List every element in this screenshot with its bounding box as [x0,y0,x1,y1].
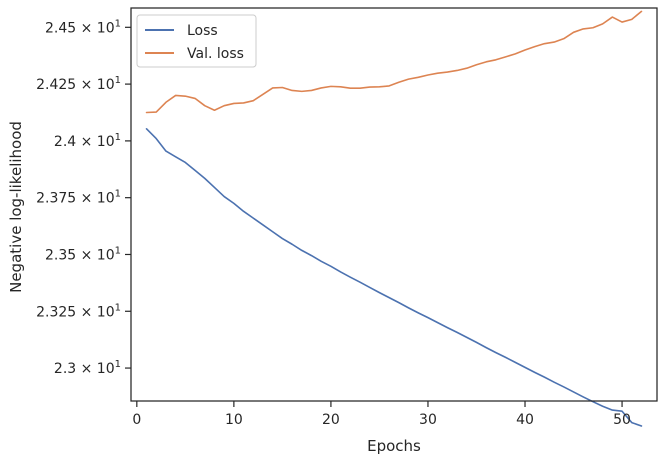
series-line-val-loss [145,10,643,114]
x-axis-label: Epochs [367,437,421,455]
y-tick-label: 2.375 × 101 [36,189,121,207]
plot-frame [130,7,658,402]
x-tick-label: 10 [225,412,243,428]
y-tick-label: 2.4 × 101 [54,132,121,150]
y-tick-label: 2.45 × 101 [45,18,121,36]
y-tick-label: 2.425 × 101 [36,75,121,93]
x-tick-label: 20 [322,412,340,428]
legend-label-loss: Loss [187,23,218,39]
y-axis: 2.3 × 101 2.325 × 101 2.35 × 101 2.375 × 10… [36,18,131,377]
x-tick-label: 0 [132,412,141,428]
y-tick-label: 2.35 × 101 [45,245,121,263]
x-axis: 0 10 20 30 40 50 [132,401,631,428]
y-tick-label: 2.3 × 101 [54,359,121,377]
y-axis-label: Negative log-likelihood [7,121,25,293]
legend-label-val-loss: Val. loss [187,46,244,62]
x-tick-label: 40 [516,412,534,428]
x-tick-label: 50 [613,412,631,428]
x-tick-label: 30 [419,412,437,428]
series-line-loss [145,128,643,427]
legend: Loss Val. loss [136,14,257,68]
y-tick-label: 2.325 × 101 [36,302,121,320]
series-layer [145,10,643,427]
